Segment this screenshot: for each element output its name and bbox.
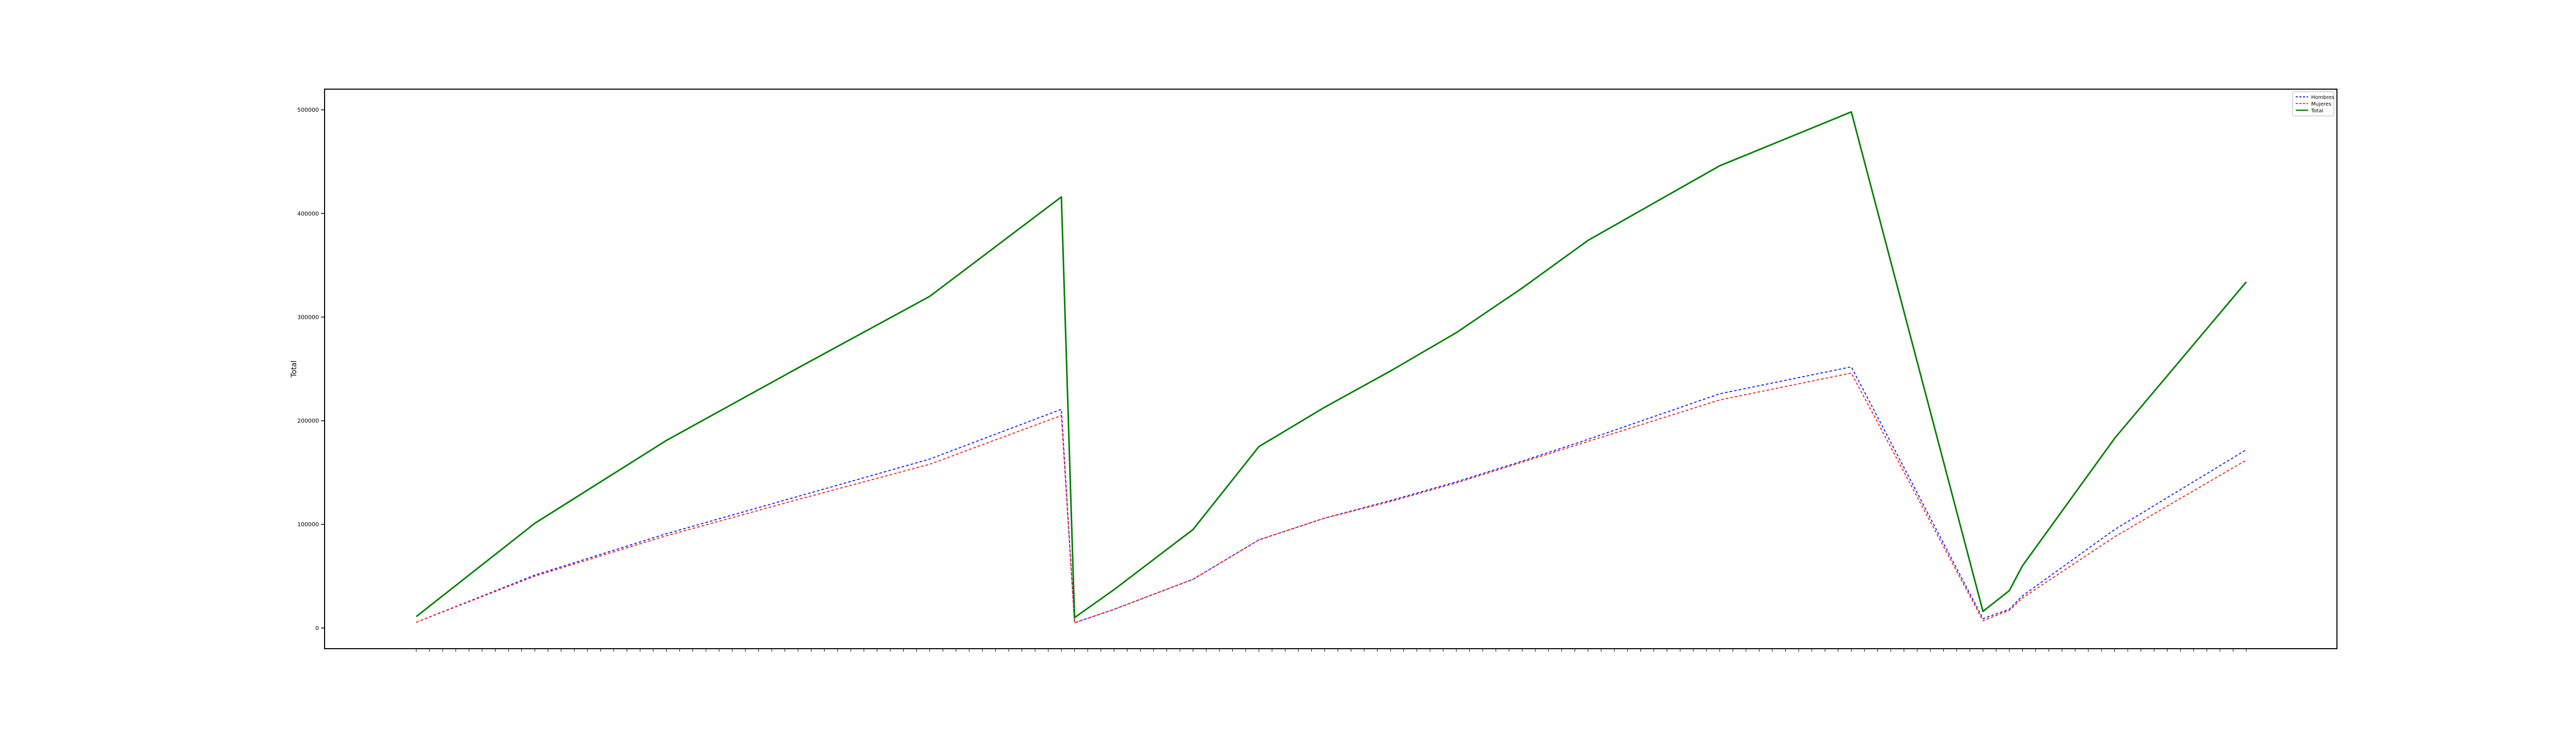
plot-area xyxy=(325,89,2337,649)
y-tick-label: 0 xyxy=(315,625,319,632)
y-tick-label: 200000 xyxy=(297,418,319,425)
y-tick-label: 300000 xyxy=(297,314,319,320)
y-tick-label: 400000 xyxy=(297,210,319,217)
y-tick-label: 100000 xyxy=(297,521,319,528)
legend-label: Hombres xyxy=(2311,95,2334,100)
legend-label: Total xyxy=(2311,108,2323,114)
legend-label: Mujeres xyxy=(2311,102,2331,107)
y-axis: 0 100000 200000 300000 400000 500000 xyxy=(297,107,325,632)
y-tick-label: 500000 xyxy=(297,107,319,113)
y-axis-label: Total xyxy=(290,361,298,378)
